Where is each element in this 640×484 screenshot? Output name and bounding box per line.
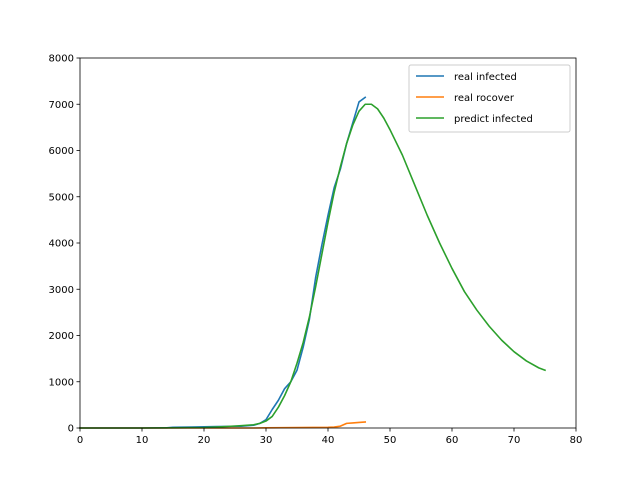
x-tick-label: 30 [260, 435, 273, 446]
y-tick-label: 7000 [49, 100, 74, 111]
legend-items: real infected real rocover predict infecte… [416, 72, 533, 125]
plot-frame [79, 57, 577, 429]
x-tick-label: 40 [322, 435, 335, 446]
x-tick-label: 70 [508, 435, 521, 446]
y-tick-label: 1000 [49, 377, 74, 388]
legend-box [408, 64, 571, 133]
x-tick-label: 80 [570, 435, 583, 446]
y-axis-ticks: 0 1000 2000 3000 4000 5000 6000 7000 8000 [49, 54, 80, 435]
x-tick-label: 10 [136, 435, 149, 446]
x-axis-ticks: 0 10 20 30 40 50 60 70 80 [77, 428, 583, 446]
legend-label: predict infected [454, 114, 533, 125]
x-tick-label: 50 [384, 435, 397, 446]
series-line-2 [79, 103, 547, 429]
x-tick-label: 0 [77, 435, 83, 446]
legend-label: real rocover [454, 93, 515, 104]
y-tick-label: 2000 [49, 331, 74, 342]
y-tick-label: 8000 [49, 54, 74, 65]
legend-label: real infected [454, 72, 517, 83]
legend: real infected real rocover predict infecte… [408, 64, 571, 133]
y-tick-label: 6000 [49, 146, 74, 157]
y-tick-label: 0 [68, 424, 74, 435]
y-tick-label: 5000 [49, 192, 74, 203]
x-tick-label: 20 [198, 435, 211, 446]
x-tick-label: 60 [446, 435, 459, 446]
y-tick-label: 4000 [49, 239, 74, 250]
y-tick-label: 3000 [49, 285, 74, 296]
